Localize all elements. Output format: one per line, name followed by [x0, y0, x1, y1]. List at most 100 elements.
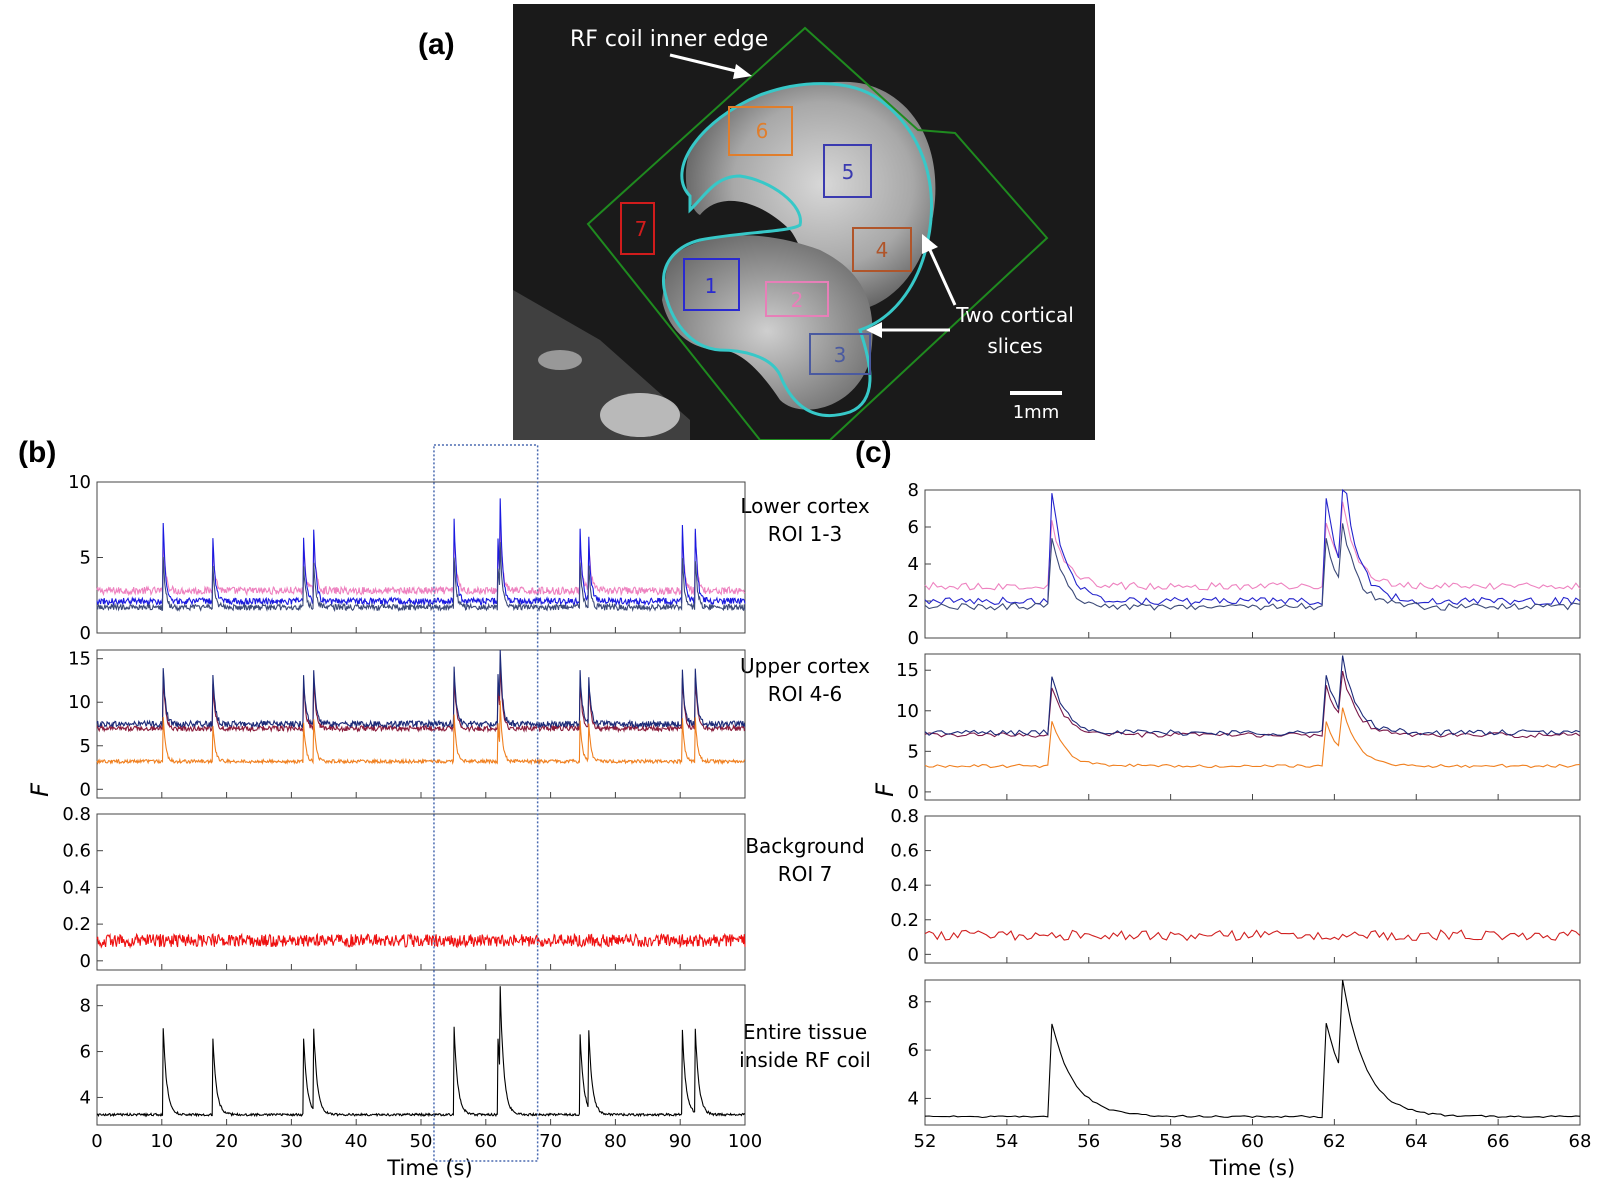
xtick-label: 66: [1487, 1131, 1510, 1152]
ytick-label: 0.4: [62, 877, 91, 898]
roi-label-5: 5: [842, 160, 855, 184]
subplot-c-background: 0 0.2 0.4 0.6 0.8: [890, 806, 1581, 965]
series-line-roi-6: [96, 700, 746, 766]
image-bright-spot-2: [538, 350, 582, 370]
xtick-label: 64: [1405, 1131, 1428, 1152]
caption-background-line2: ROI 7: [777, 862, 833, 886]
series-line-roi-5: [924, 655, 1581, 737]
caption-entire-line2: inside RF coil: [739, 1048, 871, 1072]
axes-frame-b-entire: [96, 984, 746, 1126]
roi-label-3: 3: [834, 343, 847, 367]
ytick-label: 6: [80, 1042, 91, 1063]
ytick-label: 0: [80, 779, 91, 800]
xtick-label: 50: [410, 1131, 433, 1152]
xtick-label: 60: [474, 1131, 497, 1152]
roi-label-4: 4: [876, 238, 889, 262]
caption-upper-line2: ROI 4-6: [767, 682, 843, 706]
tissue-lower-slice: [662, 235, 873, 410]
ytick-label: 4: [908, 1088, 919, 1109]
xtick-label: 52: [914, 1131, 937, 1152]
axes-frame-c-background: [924, 815, 1581, 964]
ytick-label: 0: [908, 782, 919, 803]
roi-label-6: 6: [756, 119, 769, 143]
ytick-label: 15: [68, 649, 91, 670]
xtick-label: 30: [280, 1131, 303, 1152]
xtick-label: 20: [215, 1131, 238, 1152]
tissue-upper-slice: [685, 81, 936, 310]
xtick-label: 54: [995, 1131, 1018, 1152]
highlight-window-box: [433, 444, 539, 1162]
ytick-label: 0: [908, 944, 919, 965]
roi-box-2: [765, 281, 829, 317]
roi-box-4: [852, 227, 912, 272]
roi-box-6: [728, 106, 793, 156]
ytick-label: 4: [908, 554, 919, 575]
xtick-label: 62: [1323, 1131, 1346, 1152]
caption-background-line1: Background: [745, 834, 865, 858]
ytick-label: 0.4: [890, 875, 919, 896]
image-panel-a: 1 2 3 4 5 6 7 RF coil inner edge Two cor…: [513, 4, 1095, 440]
ytick-label: 10: [68, 472, 91, 493]
annotation-rf-coil: RF coil inner edge: [570, 27, 768, 52]
ytick-label: 10: [68, 692, 91, 713]
scalebar-label: 1mm: [1013, 402, 1060, 423]
caption-lower-line2: ROI 1-3: [767, 522, 843, 546]
roi-label-2: 2: [791, 288, 804, 312]
subplot-b-upper: 0 5 10 15: [68, 649, 746, 800]
ytick-label: 0: [80, 951, 91, 972]
series-line-roi-7: [96, 932, 746, 949]
series-line-entire-tissue: [924, 979, 1581, 1119]
arrow-cortical-lower-head: [866, 322, 882, 338]
panel-label-a: (a): [418, 28, 455, 61]
axes-frame-c-entire: [924, 979, 1581, 1126]
xtick-label: 70: [539, 1131, 562, 1152]
ytick-label: 10: [896, 701, 919, 722]
ytick-label: 15: [896, 660, 919, 681]
xtick-label: 100: [728, 1131, 762, 1152]
caption-lower-cortex: Lower cortex ROI 1-3: [730, 492, 880, 548]
subplot-c-lower: 0 2 4 6 8: [908, 480, 1581, 649]
caption-upper-cortex: Upper cortex ROI 4-6: [730, 652, 880, 708]
series-line-roi-1: [96, 498, 746, 607]
axes-frame-c-lower: [924, 489, 1581, 639]
xaxis-label-c: Time (s): [1209, 1156, 1295, 1180]
yaxis-label-b: F: [26, 782, 54, 797]
arrow-rf-coil-head: [733, 64, 752, 79]
xtick-label: 10: [150, 1131, 173, 1152]
series-line-roi-6: [924, 707, 1581, 769]
ytick-label: 6: [908, 517, 919, 538]
xtick-label: 58: [1159, 1131, 1182, 1152]
series-line-roi-2: [924, 501, 1581, 591]
series-line-roi-5: [96, 649, 746, 730]
xtick-label: 68: [1569, 1131, 1592, 1152]
series-line-roi-3: [924, 523, 1581, 611]
subplot-c-upper: 0 5 10 15: [896, 653, 1581, 803]
xtick-label: 56: [1077, 1131, 1100, 1152]
ytick-label: 8: [80, 996, 91, 1017]
xaxis-label-b: Time (s): [386, 1156, 472, 1180]
xtick-label: 90: [669, 1131, 692, 1152]
ytick-label: 5: [80, 736, 91, 757]
caption-entire-tissue: Entire tissue inside RF coil: [730, 1018, 880, 1074]
rf-coil-outline: [586, 26, 1049, 440]
xtick-label: 60: [1241, 1131, 1264, 1152]
roi-boxes: 1 2 3 4 5 6 7: [620, 106, 912, 375]
series-line-roi-4: [96, 660, 746, 734]
ytick-label: 8: [908, 992, 919, 1013]
ytick-label: 4: [80, 1087, 91, 1108]
xtick-label: 80: [604, 1131, 627, 1152]
subplot-b-background: 0 0.2 0.4 0.6 0.8: [62, 804, 746, 972]
tissue-outline: [662, 82, 933, 418]
series-line-roi-7: [924, 929, 1581, 942]
series-line-entire-tissue: [96, 986, 746, 1118]
yaxis-label-c: F: [871, 782, 899, 797]
caption-lower-line1: Lower cortex: [740, 494, 870, 518]
ytick-label: 0.6: [62, 841, 91, 862]
ytick-label: 0.2: [62, 914, 91, 935]
ytick-label: 0.6: [890, 841, 919, 862]
ytick-label: 0: [908, 628, 919, 649]
roi-label-7: 7: [635, 217, 648, 241]
panel-label-c: (c): [855, 436, 892, 469]
